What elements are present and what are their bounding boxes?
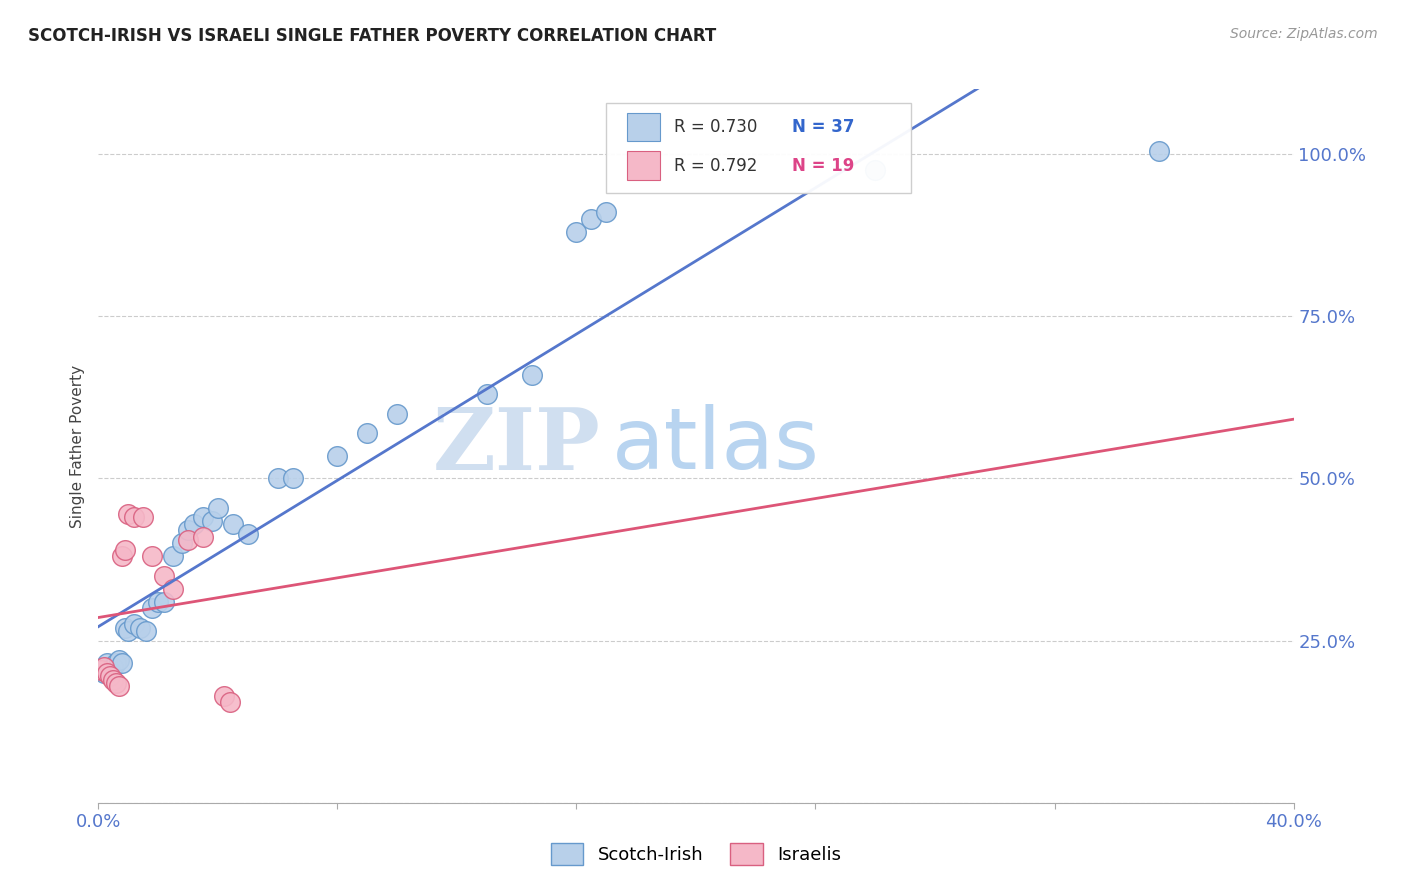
Point [475,387,498,401]
Point [595,205,617,219]
Point [212,689,235,703]
Point [191,510,214,524]
Point [236,526,259,541]
FancyBboxPatch shape [627,152,661,180]
Text: SCOTCH-IRISH VS ISRAELI SINGLE FATHER POVERTY CORRELATION CHART: SCOTCH-IRISH VS ISRAELI SINGLE FATHER PO… [28,27,717,45]
Point [108,653,131,667]
Point [520,368,543,382]
Point [141,549,163,564]
Point [267,471,290,485]
Point [281,471,304,485]
Point [219,695,242,709]
Point [124,617,146,632]
Point [172,536,194,550]
Point [162,549,184,564]
Point [129,621,152,635]
Text: R = 0.730: R = 0.730 [675,118,758,136]
Point [207,500,229,515]
Point [105,675,128,690]
Text: N = 19: N = 19 [792,157,853,175]
Point [90,663,112,677]
Point [105,657,128,671]
Legend: Scotch-Irish, Israelis: Scotch-Irish, Israelis [544,836,848,872]
Point [201,514,224,528]
Point [153,568,176,582]
Point [103,659,125,673]
Point [191,530,214,544]
FancyBboxPatch shape [606,103,911,193]
Point [162,582,184,596]
Point [177,533,200,547]
Y-axis label: Single Father Poverty: Single Father Poverty [70,365,86,527]
Point [108,679,131,693]
Point [865,163,887,178]
Point [222,516,245,531]
Point [111,657,134,671]
Point [93,659,115,673]
Point [385,407,409,421]
Text: Source: ZipAtlas.com: Source: ZipAtlas.com [1230,27,1378,41]
Text: ZIP: ZIP [433,404,600,488]
Text: N = 37: N = 37 [792,118,853,136]
Point [356,425,378,440]
Point [100,669,122,683]
Point [117,507,139,521]
Point [326,449,349,463]
Point [114,542,136,557]
Point [114,621,136,635]
Point [148,595,170,609]
Point [100,663,122,677]
Point [117,624,139,638]
Text: atlas: atlas [613,404,820,488]
Point [103,673,125,687]
Point [135,624,157,638]
Point [96,657,118,671]
Point [124,510,146,524]
Point [565,225,588,239]
Point [141,601,163,615]
FancyBboxPatch shape [627,112,661,141]
Point [96,666,118,681]
Point [183,516,205,531]
Text: R = 0.792: R = 0.792 [675,157,758,175]
Point [1147,144,1170,158]
Point [111,549,134,564]
Point [153,595,176,609]
Point [132,510,155,524]
Point [177,524,200,538]
Point [90,663,112,677]
Point [93,666,115,681]
Point [581,211,603,226]
